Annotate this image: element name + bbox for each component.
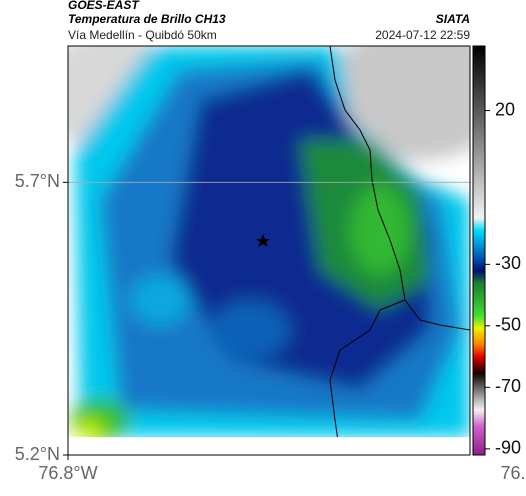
y-tick-label: 5.2°N (15, 444, 60, 464)
colorbar-tick-label: 20 (495, 99, 515, 119)
colorbar (472, 45, 486, 456)
y-tick-label: 5.7°N (15, 171, 60, 191)
map-frame (67, 45, 471, 456)
colorbar-tick-label: -30 (495, 253, 521, 273)
title: GOES-EAST (68, 0, 140, 12)
colorbar-tick-label: -50 (495, 315, 521, 335)
source: SIATA (436, 12, 470, 26)
colorbar-tick-label: -90 (495, 438, 521, 458)
axes: 76.8°W 76.3°W 5.7°N 5.2°N 20 -30 -50 -70 -90 (15, 99, 526, 482)
timestamp: 2024-07-12 22:59 (375, 28, 470, 42)
satellite-image (68, 46, 470, 455)
x-tick-label: 76.8°W (38, 463, 97, 483)
colorbar-tick-label: -70 (495, 376, 521, 396)
subtitle: Temperatura de Brillo CH13 (68, 12, 226, 26)
location: Vía Medellín - Quibdó 50km (68, 28, 217, 42)
x-tick-label: 76.3°W (500, 463, 526, 483)
location-marker (256, 234, 270, 247)
